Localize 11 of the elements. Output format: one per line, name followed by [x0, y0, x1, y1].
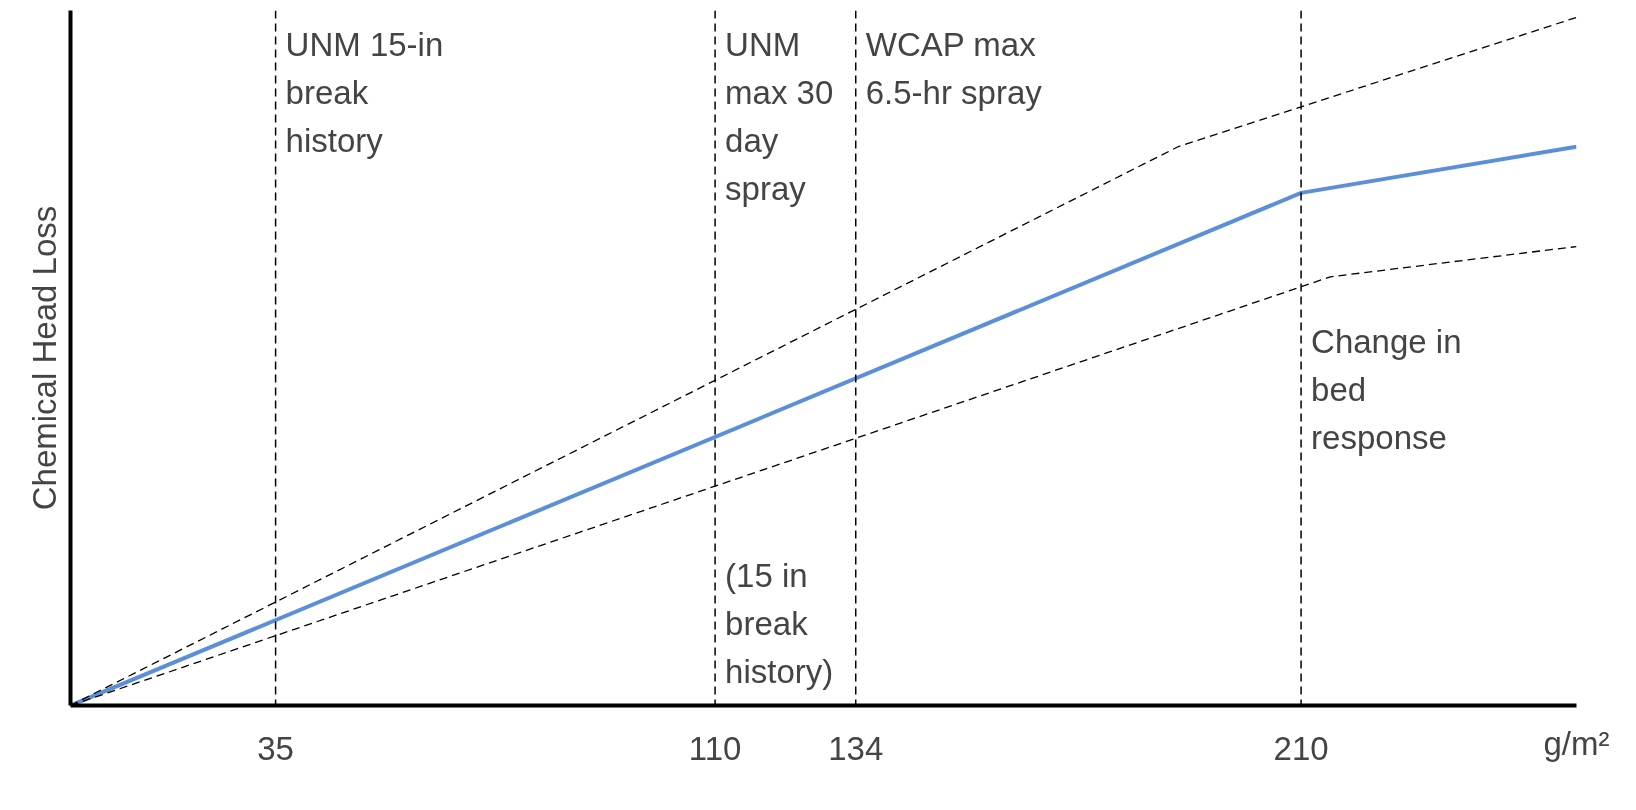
x-tick-label: 210 — [1273, 729, 1329, 767]
x-tick-label: 35 — [257, 729, 294, 767]
x-axis-title: g/m² — [1543, 724, 1610, 762]
x-tick-label: 110 — [688, 729, 742, 767]
ref-line-label: UNM max 30 day spray — [725, 25, 834, 207]
x-tick-label: 134 — [828, 729, 884, 767]
ref-line-label: WCAP max 6.5-hr spray — [865, 25, 1043, 111]
y-axis-title: Chemical Head Loss — [25, 205, 63, 511]
annotation: (15 in break history) — [725, 557, 834, 691]
ref-line-label: Change in bed response — [1311, 323, 1462, 457]
ref-line-label: UNM 15-in break history — [285, 25, 444, 159]
